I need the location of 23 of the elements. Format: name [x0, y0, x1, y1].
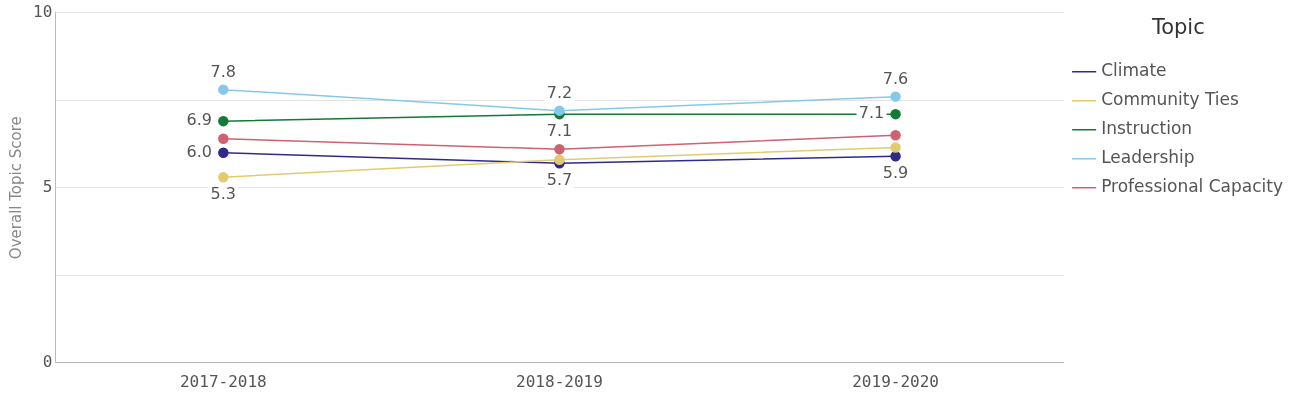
y-tick-label: 10 — [33, 1, 53, 21]
data-label: 6.9 — [186, 110, 213, 130]
legend-title: Topic — [1150, 14, 1205, 39]
data-label: 7.1 — [546, 121, 573, 141]
legend-label: Climate — [1101, 60, 1167, 81]
x-tick-label: 2019-2020 — [852, 371, 939, 391]
data-label: 5.3 — [210, 184, 237, 204]
legend-label: Leadership — [1101, 147, 1195, 168]
legend-label: Instruction — [1101, 118, 1193, 139]
x-tick-label: 2018-2019 — [516, 371, 603, 391]
y-axis-title: Overall Topic Score — [6, 116, 25, 260]
data-label: 5.9 — [882, 163, 909, 183]
legend-label: Community Ties — [1101, 89, 1239, 110]
x-tick-label: 2017-2018 — [179, 371, 267, 391]
y-tick-label: 0 — [42, 351, 53, 371]
data-label: 7.2 — [546, 82, 573, 102]
data-label: 7.8 — [210, 61, 237, 81]
data-label: 7.1 — [858, 103, 885, 123]
y-tick-label: 5 — [42, 176, 53, 196]
data-label: 7.6 — [882, 68, 909, 88]
data-label: 6.0 — [186, 141, 213, 161]
data-label: 5.7 — [546, 170, 573, 190]
legend-label: Professional Capacity — [1101, 176, 1284, 197]
